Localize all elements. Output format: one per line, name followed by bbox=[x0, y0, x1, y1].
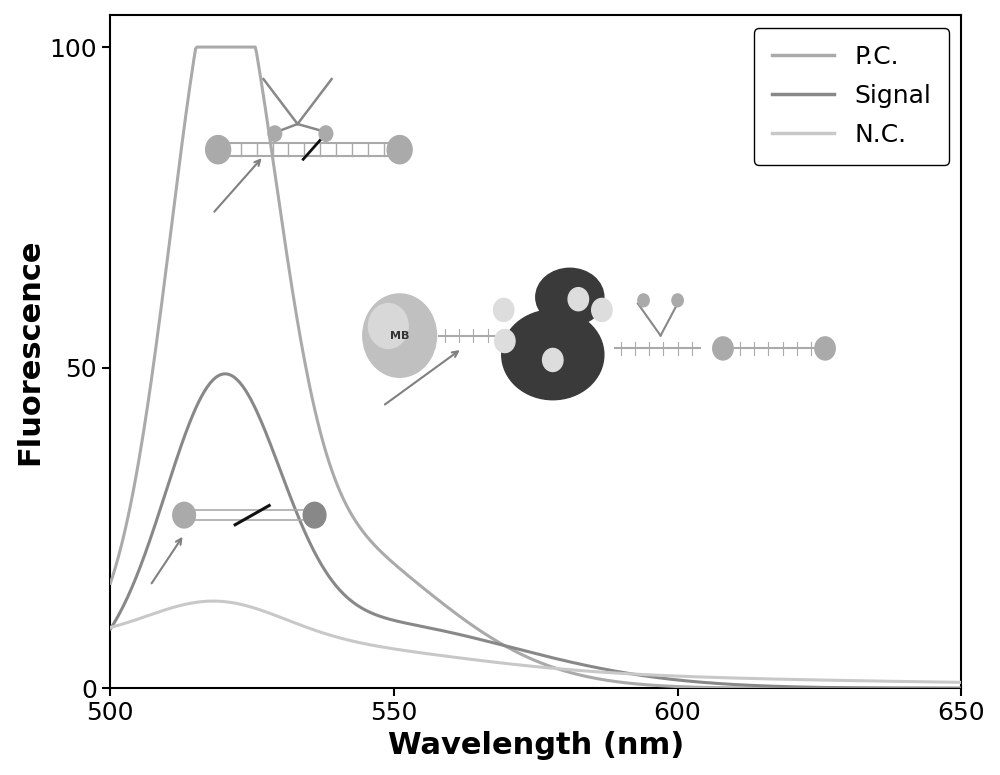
Circle shape bbox=[592, 298, 612, 322]
Circle shape bbox=[493, 298, 514, 322]
Ellipse shape bbox=[502, 310, 604, 400]
Ellipse shape bbox=[536, 268, 604, 326]
Circle shape bbox=[363, 294, 437, 377]
Y-axis label: Fluorescence: Fluorescence bbox=[15, 239, 44, 465]
Circle shape bbox=[638, 294, 649, 307]
Circle shape bbox=[495, 329, 515, 353]
Circle shape bbox=[568, 288, 589, 311]
Circle shape bbox=[173, 502, 195, 528]
Circle shape bbox=[387, 136, 412, 164]
Circle shape bbox=[672, 294, 683, 307]
Text: MB: MB bbox=[390, 331, 409, 340]
Circle shape bbox=[319, 126, 333, 141]
Circle shape bbox=[303, 502, 326, 528]
Circle shape bbox=[713, 337, 733, 360]
Legend: P.C., Signal, N.C.: P.C., Signal, N.C. bbox=[754, 27, 949, 164]
X-axis label: Wavelength (nm): Wavelength (nm) bbox=[388, 731, 684, 760]
Circle shape bbox=[206, 136, 231, 164]
Circle shape bbox=[543, 349, 563, 371]
Circle shape bbox=[268, 126, 282, 141]
Circle shape bbox=[815, 337, 835, 360]
Circle shape bbox=[368, 304, 408, 349]
